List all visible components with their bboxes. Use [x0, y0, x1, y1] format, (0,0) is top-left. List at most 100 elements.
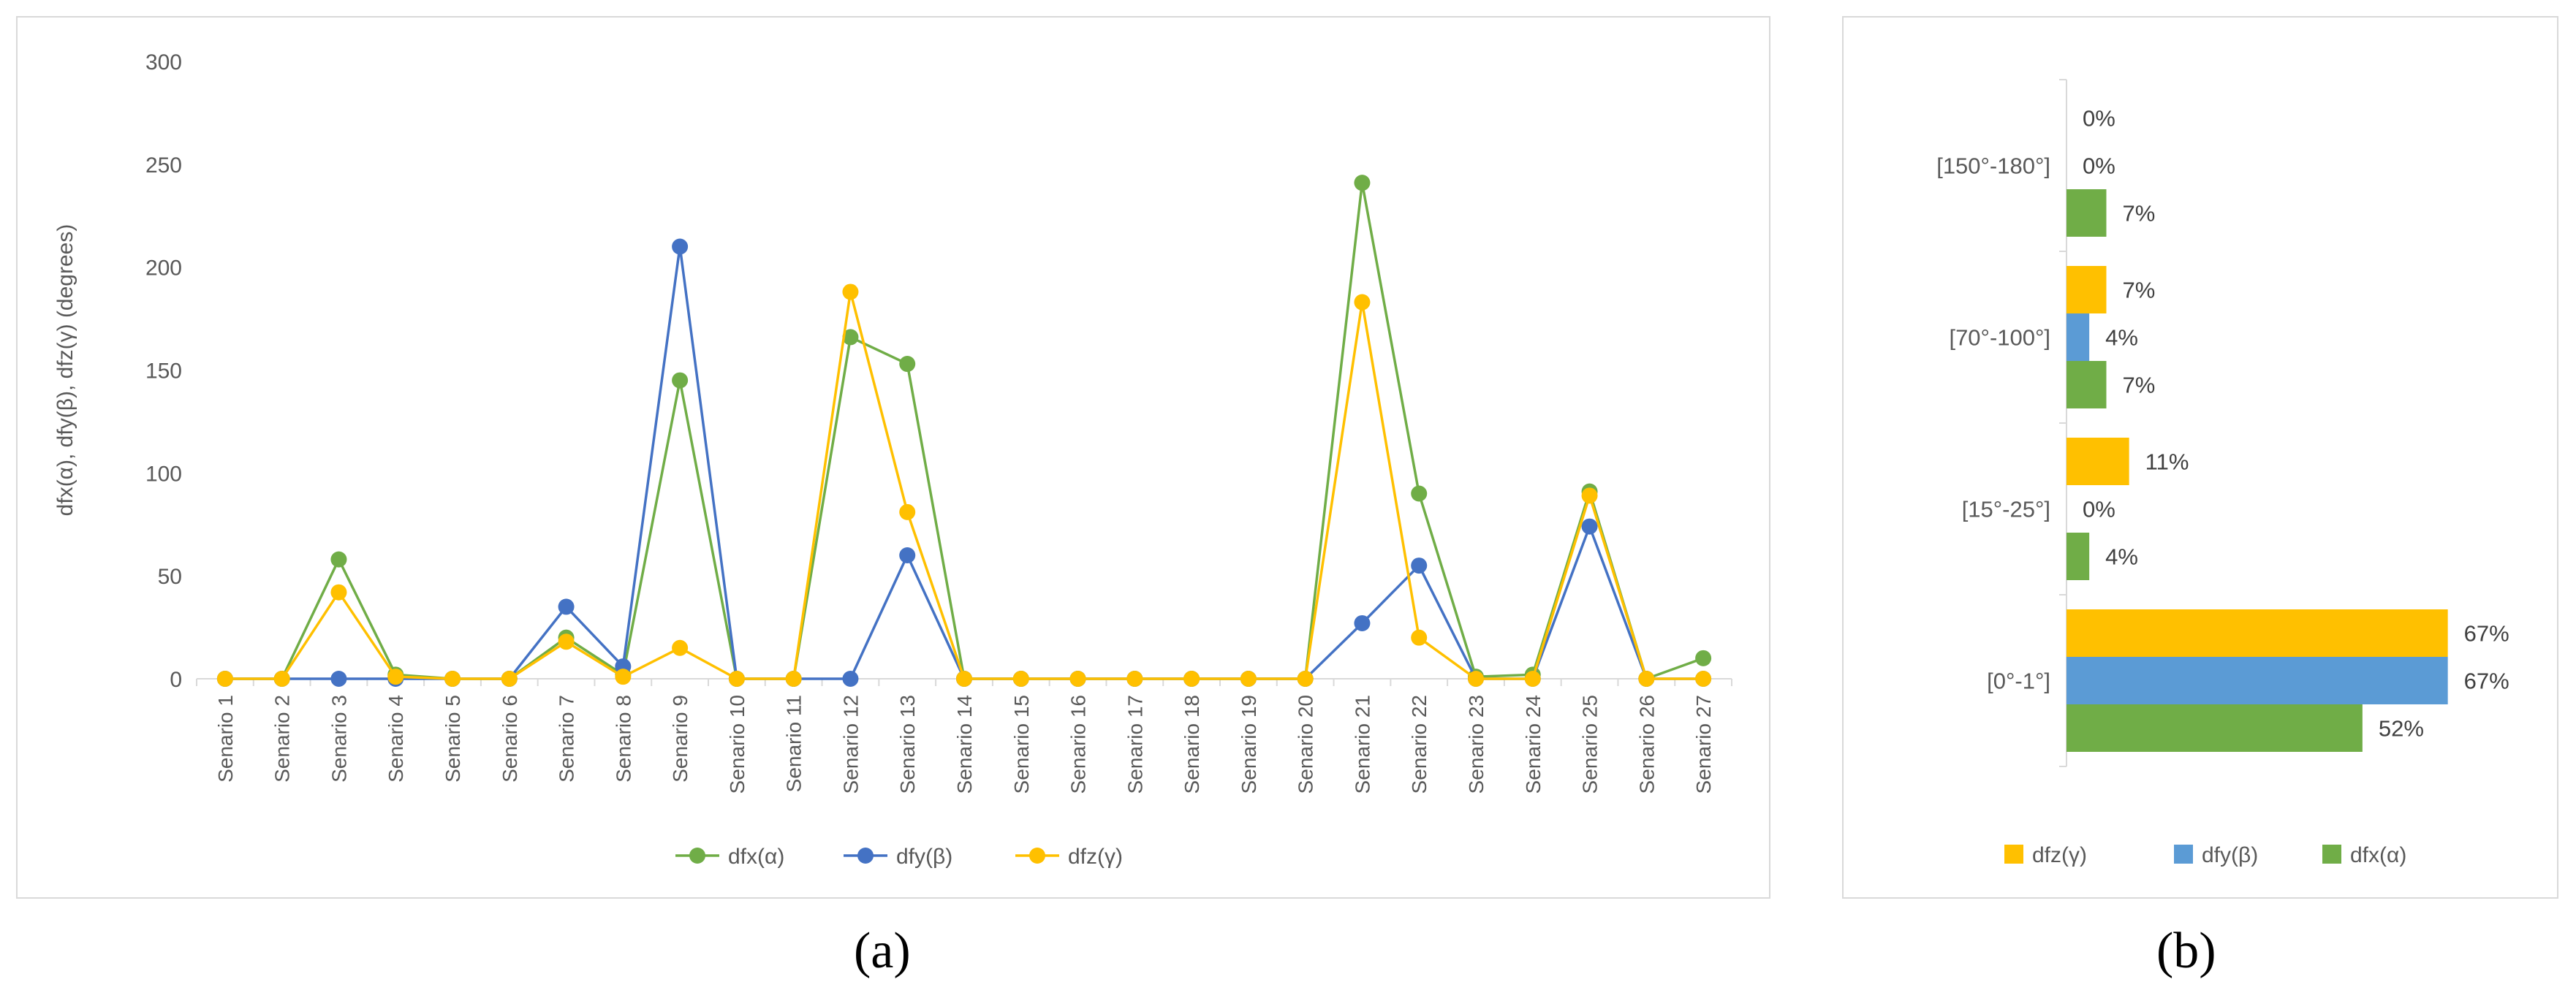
legend-swatch: [2322, 845, 2341, 864]
data-point: [728, 671, 745, 687]
y-tick-label: 150: [145, 359, 182, 384]
x-tick-label: Senario 4: [384, 695, 407, 783]
data-point: [330, 584, 347, 601]
data-label: 11%: [2145, 449, 2189, 475]
x-tick-label: Senario 6: [499, 695, 521, 783]
data-label: 7%: [2123, 278, 2156, 303]
data-point: [1183, 671, 1200, 687]
data-point: [1354, 175, 1371, 191]
data-point: [1638, 671, 1655, 687]
data-label: 67%: [2464, 621, 2509, 647]
legend-marker: [1029, 848, 1045, 864]
category-label: [70°-100°]: [1949, 325, 2050, 351]
caption-a: (a): [854, 923, 911, 979]
data-point: [842, 329, 859, 346]
data-point: [1411, 485, 1428, 502]
y-tick-label: 250: [145, 153, 182, 178]
caption-b: (b): [2156, 923, 2216, 979]
legend-label: dfz(γ): [2032, 843, 2087, 867]
legend-label: dfy(β): [2202, 843, 2258, 867]
bar: [2067, 266, 2107, 313]
legend-swatch: [2004, 845, 2023, 864]
legend-marker: [689, 848, 705, 864]
data-point: [387, 669, 404, 685]
data-point: [785, 671, 802, 687]
series-line-2: [224, 245, 1704, 680]
x-tick-label: Senario 24: [1522, 695, 1545, 793]
data-point: [1695, 671, 1712, 687]
legend-label: dfz(γ): [1068, 845, 1123, 869]
data-point: [672, 639, 689, 656]
bar: [2067, 657, 2448, 704]
bar-chart-panel: [150°-180°] 0% 0% 7% [70°-100°] 7% 4% 7% [15°-25…: [1842, 16, 2558, 899]
line-chart: 0 50 100 150 200 250 300 dfx(α), dfy(β), dfz(γ)…: [53, 50, 1732, 869]
x-tick-label: Senario 12: [839, 695, 862, 793]
data-point: [1354, 294, 1371, 311]
data-point: [899, 547, 916, 563]
x-tick-label: Senario 20: [1295, 695, 1317, 793]
legend-label: dfx(α): [728, 845, 784, 869]
category-label: [15°-25°]: [1962, 497, 2050, 522]
data-point: [615, 669, 632, 685]
data-point: [1240, 671, 1257, 687]
data-label: 67%: [2464, 669, 2509, 694]
data-point: [273, 671, 290, 687]
x-tick-label: Senario 7: [556, 695, 578, 783]
category-label: [0°-1°]: [1987, 669, 2050, 694]
bar-chart: [150°-180°] 0% 0% 7% [70°-100°] 7% 4% 7% [15°-25…: [1936, 79, 2509, 867]
x-tick-label: Senario 21: [1351, 695, 1374, 793]
line-chart-panel: 0 50 100 150 200 250 300 dfx(α), dfy(β), dfz(γ)…: [16, 16, 1770, 899]
data-label: 4%: [2105, 544, 2138, 570]
data-point: [672, 238, 689, 255]
x-tick-label: Senario 3: [327, 695, 350, 783]
x-tick-label: Senario 8: [612, 695, 634, 783]
data-point: [216, 671, 233, 687]
data-point: [899, 356, 916, 373]
data-point: [1581, 518, 1598, 535]
bar: [2067, 189, 2107, 237]
data-point: [672, 372, 689, 389]
series-line-3: [224, 290, 1704, 680]
data-label: 7%: [2123, 373, 2156, 398]
data-label: 0%: [2083, 153, 2115, 179]
data-point: [1297, 671, 1314, 687]
data-point: [842, 283, 859, 300]
bar: [2067, 533, 2090, 580]
y-tick-label: 0: [170, 668, 182, 692]
x-tick-label: Senario 9: [669, 695, 692, 783]
x-tick-label: Senario 13: [896, 695, 919, 793]
data-point: [558, 598, 575, 615]
data-point: [1069, 671, 1086, 687]
x-tick-label: Senario 1: [214, 695, 237, 783]
x-tick-label: Senario 5: [442, 695, 464, 783]
x-tick-label: Senario 15: [1010, 695, 1033, 793]
data-point: [842, 671, 859, 687]
bar: [2067, 313, 2090, 361]
data-point: [1411, 557, 1428, 574]
x-tick-label: Senario 18: [1181, 695, 1203, 793]
data-point: [1012, 671, 1029, 687]
y-axis-title: dfx(α), dfy(β), dfz(γ) (degrees): [53, 224, 77, 517]
x-tick-label: Senario 2: [271, 695, 294, 783]
y-tick-label: 300: [145, 50, 182, 75]
x-tick-label: Senario 26: [1635, 695, 1658, 793]
data-label: 0%: [2083, 497, 2115, 522]
data-point: [501, 671, 518, 687]
data-point: [899, 503, 916, 520]
bar: [2067, 438, 2129, 485]
x-tick-label: Senario 23: [1465, 695, 1488, 793]
data-point: [330, 551, 347, 568]
bar: [2067, 609, 2448, 657]
data-point: [558, 633, 575, 650]
data-point: [444, 671, 461, 687]
series-line-1: [224, 181, 1704, 680]
y-tick-label: 100: [145, 462, 182, 486]
data-label: 52%: [2379, 716, 2424, 742]
x-tick-label: Senario 19: [1238, 695, 1260, 793]
category-label: [150°-180°]: [1936, 153, 2050, 179]
data-point: [1126, 671, 1143, 687]
data-label: 0%: [2083, 106, 2115, 132]
x-tick-label: Senario 25: [1579, 695, 1602, 793]
bar: [2067, 704, 2363, 752]
x-tick-label: Senario 10: [726, 695, 749, 793]
